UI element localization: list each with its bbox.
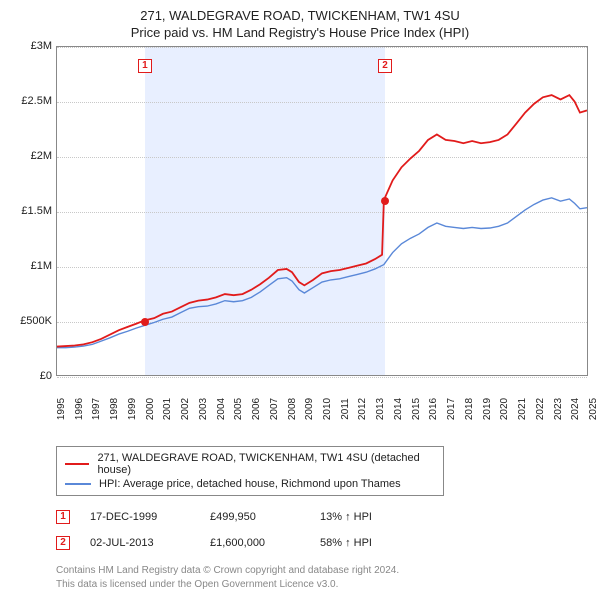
plot-area: 12 [56,46,588,376]
legend: 271, WALDEGRAVE ROAD, TWICKENHAM, TW1 4S… [56,446,444,496]
x-axis: 1995199619971998199920002001200220032004… [56,376,588,406]
x-tick-label: 2000 [145,398,156,420]
x-tick-label: 2007 [269,398,280,420]
sale-row: 1 17-DEC-1999£499,95013% ↑ HPI [56,506,588,532]
x-tick-label: 2003 [198,398,209,420]
sale-row-delta: 58% ↑ HPI [320,537,420,549]
chart-title-address: 271, WALDEGRAVE ROAD, TWICKENHAM, TW1 4S… [12,8,588,23]
x-tick-label: 2024 [570,398,581,420]
x-tick-label: 2017 [446,398,457,420]
footer-line-1: Contains HM Land Registry data © Crown c… [56,564,588,578]
x-tick-label: 1999 [127,398,138,420]
legend-row-red: 271, WALDEGRAVE ROAD, TWICKENHAM, TW1 4S… [65,451,435,477]
chart-title-sub: Price paid vs. HM Land Registry's House … [12,25,588,40]
sale-dot [381,197,389,205]
x-tick-label: 2013 [375,398,386,420]
x-tick-label: 2022 [535,398,546,420]
x-tick-label: 2002 [180,398,191,420]
y-tick-label: £2.5M [21,95,52,107]
x-tick-label: 2021 [517,398,528,420]
x-tick-label: 2009 [304,398,315,420]
x-tick-label: 2011 [340,398,351,420]
y-tick-label: £1M [31,260,52,272]
y-tick-label: £1.5M [21,205,52,217]
series-line [57,95,587,346]
x-tick-label: 2012 [357,398,368,420]
legend-label-red: 271, WALDEGRAVE ROAD, TWICKENHAM, TW1 4S… [97,452,435,476]
sale-marker: 1 [138,59,152,73]
sales-rows: 1 17-DEC-1999£499,95013% ↑ HPI 2 02-JUL-201… [56,506,588,558]
x-tick-label: 2016 [428,398,439,420]
footer-line-2: This data is licensed under the Open Gov… [56,578,588,592]
sale-row-date: 17-DEC-1999 [90,511,210,523]
y-tick-label: £2M [31,150,52,162]
x-tick-label: 1997 [91,398,102,420]
legend-swatch-red [65,463,89,465]
x-tick-label: 1998 [109,398,120,420]
sale-row: 2 02-JUL-2013£1,600,00058% ↑ HPI [56,532,588,558]
x-tick-label: 2005 [233,398,244,420]
x-tick-label: 2006 [251,398,262,420]
sale-row-num: 2 [56,536,70,550]
x-tick-label: 2014 [393,398,404,420]
x-tick-label: 2023 [553,398,564,420]
x-tick-label: 1996 [74,398,85,420]
y-tick-label: £3M [31,40,52,52]
x-tick-label: 1995 [56,398,67,420]
y-tick-label: £500K [20,315,52,327]
sale-row-price: £499,950 [210,511,320,523]
y-axis: £0£500K£1M£1.5M£2M£2.5M£3M [12,46,56,376]
footer: Contains HM Land Registry data © Crown c… [56,564,588,591]
sale-row-delta: 13% ↑ HPI [320,511,420,523]
sale-row-num: 1 [56,510,70,524]
sale-row-price: £1,600,000 [210,537,320,549]
x-tick-label: 2018 [464,398,475,420]
chart-wrap: £0£500K£1M£1.5M£2M£2.5M£3M 12 1995199619… [12,46,588,591]
sale-row-date: 02-JUL-2013 [90,537,210,549]
x-tick-label: 2010 [322,398,333,420]
x-tick-label: 2019 [482,398,493,420]
x-tick-label: 2004 [216,398,227,420]
x-tick-label: 2015 [411,398,422,420]
x-tick-label: 2001 [162,398,173,420]
y-tick-label: £0 [40,370,52,382]
sale-dot [141,318,149,326]
legend-label-blue: HPI: Average price, detached house, Rich… [99,478,401,490]
x-tick-label: 2008 [287,398,298,420]
legend-row-blue: HPI: Average price, detached house, Rich… [65,477,435,491]
lines-svg [57,47,587,375]
x-tick-label: 2020 [499,398,510,420]
chart-container: 271, WALDEGRAVE ROAD, TWICKENHAM, TW1 4S… [0,0,600,601]
legend-swatch-blue [65,483,91,485]
titles: 271, WALDEGRAVE ROAD, TWICKENHAM, TW1 4S… [12,8,588,40]
x-tick-label: 2025 [588,398,599,420]
sale-marker: 2 [378,59,392,73]
plot-outer: £0£500K£1M£1.5M£2M£2.5M£3M 12 1995199619… [12,46,588,406]
